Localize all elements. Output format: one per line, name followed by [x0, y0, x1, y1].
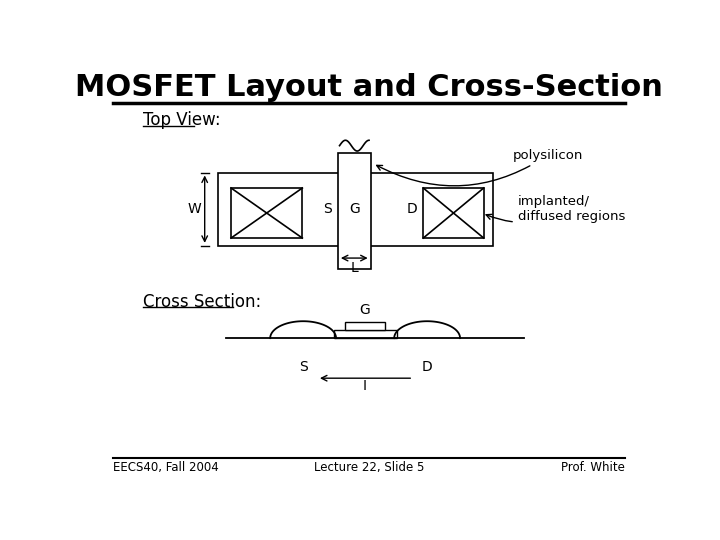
Text: implanted/
diffused regions: implanted/ diffused regions [486, 195, 625, 224]
Text: MOSFET Layout and Cross-Section: MOSFET Layout and Cross-Section [75, 73, 663, 103]
Text: D: D [422, 360, 433, 374]
Text: W: W [188, 202, 202, 216]
Bar [218, 173, 493, 246]
Text: Top View:: Top View: [143, 111, 220, 129]
Bar [345, 322, 385, 330]
Text: S: S [299, 360, 307, 374]
Text: Prof. White: Prof. White [561, 461, 625, 474]
Bar [334, 330, 397, 338]
Text: Cross Section:: Cross Section: [143, 293, 261, 311]
Text: EECS40, Fall 2004: EECS40, Fall 2004 [113, 461, 219, 474]
Text: L: L [351, 261, 358, 275]
Bar [338, 153, 371, 269]
Bar [423, 188, 484, 238]
Text: I: I [363, 379, 367, 393]
Text: Lecture 22, Slide 5: Lecture 22, Slide 5 [314, 461, 424, 474]
Text: G: G [360, 302, 371, 316]
Text: G: G [349, 202, 360, 216]
Bar [231, 188, 302, 238]
Text: polysilicon: polysilicon [377, 148, 582, 186]
Text: S: S [323, 202, 332, 216]
Text: D: D [406, 202, 417, 216]
